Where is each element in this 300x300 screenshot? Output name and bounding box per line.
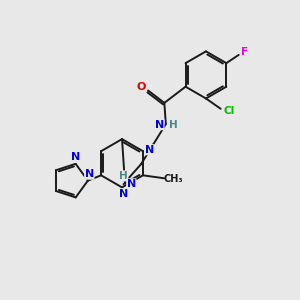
- Text: H: H: [119, 171, 128, 181]
- Text: N: N: [127, 179, 136, 189]
- Text: H: H: [169, 120, 178, 130]
- Text: N: N: [145, 145, 154, 155]
- Text: N: N: [71, 152, 80, 162]
- Text: F: F: [241, 47, 248, 57]
- Text: O: O: [137, 82, 146, 92]
- Text: Cl: Cl: [223, 106, 235, 116]
- Text: N: N: [119, 189, 128, 199]
- Text: N: N: [85, 169, 94, 179]
- Text: CH₃: CH₃: [163, 174, 183, 184]
- Text: N: N: [155, 120, 164, 130]
